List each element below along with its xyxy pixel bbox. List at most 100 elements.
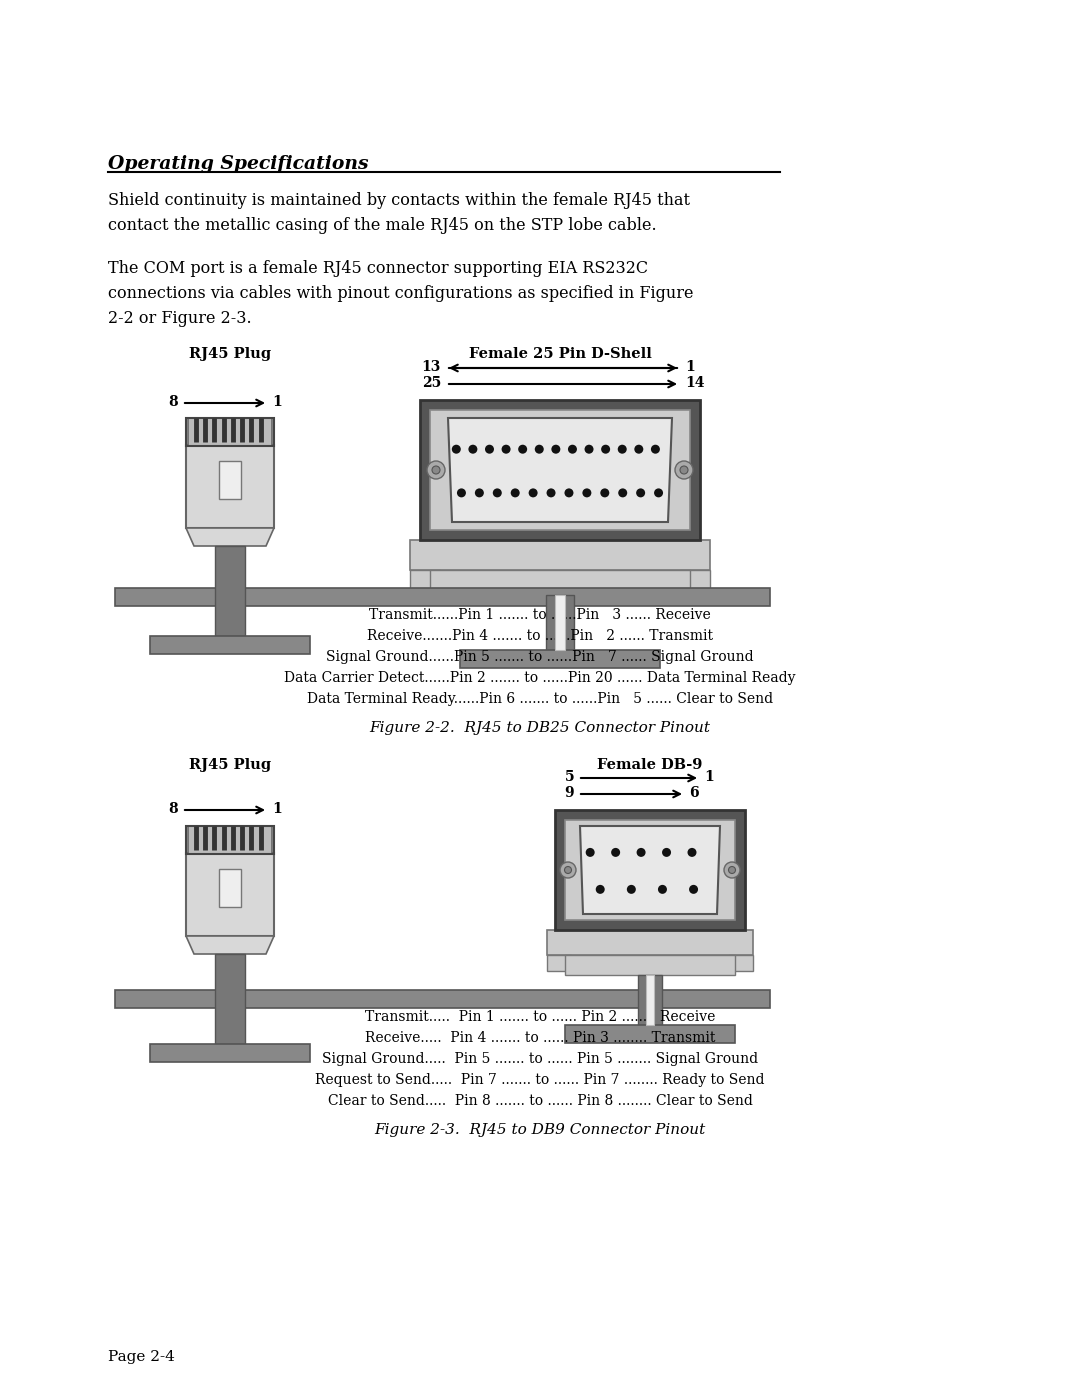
Polygon shape	[188, 418, 272, 446]
Text: 6: 6	[689, 787, 699, 800]
Polygon shape	[546, 930, 753, 956]
Polygon shape	[430, 409, 690, 529]
Text: 5: 5	[565, 770, 573, 784]
Polygon shape	[219, 869, 241, 907]
Text: Shield continuity is maintained by contacts within the female RJ45 that
contact : Shield continuity is maintained by conta…	[108, 191, 690, 233]
Circle shape	[546, 489, 555, 497]
Polygon shape	[219, 461, 241, 499]
Text: Signal Ground.....  Pin 5 ....... to ...... Pin 5 ........ Signal Ground: Signal Ground..... Pin 5 ....... to ....…	[322, 1052, 758, 1066]
Circle shape	[528, 489, 538, 497]
Polygon shape	[460, 650, 660, 668]
Text: Data Terminal Ready......Pin 6 ....... to ......Pin   5 ...... Clear to Send: Data Terminal Ready......Pin 6 ....... t…	[307, 692, 773, 705]
Text: Signal Ground......Pin 5 ....... to ......Pin   7 ...... Signal Ground: Signal Ground......Pin 5 ....... to ....…	[326, 650, 754, 664]
Circle shape	[636, 848, 646, 856]
Text: 14: 14	[685, 376, 704, 390]
Polygon shape	[410, 541, 710, 570]
Circle shape	[568, 444, 577, 454]
Text: 1: 1	[272, 395, 282, 409]
Circle shape	[475, 489, 484, 497]
Text: Figure 2-3.  RJ45 to DB9 Connector Pinout: Figure 2-3. RJ45 to DB9 Connector Pinout	[375, 1123, 705, 1137]
Polygon shape	[555, 595, 565, 650]
Text: Female 25 Pin D-Shell: Female 25 Pin D-Shell	[469, 346, 651, 360]
Polygon shape	[215, 546, 245, 636]
Text: Receive.....  Pin 4 ....... to ...... Pin 3 ........ Transmit: Receive..... Pin 4 ....... to ...... Pin…	[365, 1031, 715, 1045]
Polygon shape	[680, 570, 710, 590]
Text: Clear to Send.....  Pin 8 ....... to ...... Pin 8 ........ Clear to Send: Clear to Send..... Pin 8 ....... to ....…	[327, 1094, 753, 1108]
Text: 1: 1	[272, 802, 282, 816]
Circle shape	[561, 862, 576, 877]
Circle shape	[675, 461, 693, 479]
Circle shape	[485, 444, 494, 454]
Text: 8: 8	[168, 802, 178, 816]
Text: Page 2-4: Page 2-4	[108, 1350, 175, 1363]
Text: 13: 13	[421, 360, 441, 374]
Text: RJ45 Plug: RJ45 Plug	[189, 759, 271, 773]
Polygon shape	[580, 826, 720, 914]
Circle shape	[651, 444, 660, 454]
Circle shape	[427, 461, 445, 479]
Circle shape	[611, 848, 620, 856]
Circle shape	[689, 884, 698, 894]
Polygon shape	[555, 810, 745, 930]
Polygon shape	[186, 528, 274, 546]
Text: Data Carrier Detect......Pin 2 ....... to ......Pin 20 ...... Data Terminal Read: Data Carrier Detect......Pin 2 ....... t…	[284, 671, 796, 685]
Circle shape	[654, 489, 663, 497]
Text: Receive.......Pin 4 ....... to ......Pin   2 ...... Transmit: Receive.......Pin 4 ....... to ......Pin…	[367, 629, 713, 643]
Text: 25: 25	[422, 376, 441, 390]
Text: RJ45 Plug: RJ45 Plug	[189, 346, 271, 360]
Circle shape	[582, 489, 592, 497]
Circle shape	[658, 884, 667, 894]
Text: The COM port is a female RJ45 connector supporting EIA RS232C
connections via ca: The COM port is a female RJ45 connector …	[108, 260, 693, 327]
Circle shape	[584, 444, 594, 454]
Circle shape	[492, 489, 502, 497]
Text: 1: 1	[704, 770, 714, 784]
Polygon shape	[150, 636, 310, 654]
Circle shape	[618, 444, 626, 454]
Polygon shape	[565, 1025, 735, 1044]
Text: Request to Send.....  Pin 7 ....... to ...... Pin 7 ........ Ready to Send: Request to Send..... Pin 7 ....... to ..…	[315, 1073, 765, 1087]
Circle shape	[432, 467, 440, 474]
Circle shape	[662, 848, 671, 856]
Polygon shape	[410, 570, 440, 590]
Circle shape	[618, 489, 627, 497]
Polygon shape	[638, 975, 662, 1025]
Circle shape	[451, 444, 461, 454]
Circle shape	[501, 444, 511, 454]
Circle shape	[565, 489, 573, 497]
Circle shape	[518, 444, 527, 454]
Text: 1: 1	[685, 360, 694, 374]
Polygon shape	[186, 446, 274, 528]
Polygon shape	[186, 854, 274, 936]
Circle shape	[457, 489, 465, 497]
Circle shape	[729, 866, 735, 873]
Text: 8: 8	[168, 395, 178, 409]
Polygon shape	[565, 820, 735, 921]
Polygon shape	[420, 400, 700, 541]
Circle shape	[626, 884, 636, 894]
Circle shape	[636, 489, 645, 497]
Polygon shape	[114, 588, 770, 606]
Circle shape	[596, 884, 605, 894]
Polygon shape	[565, 956, 735, 975]
Polygon shape	[114, 990, 770, 1009]
Polygon shape	[188, 826, 272, 854]
Circle shape	[602, 444, 610, 454]
Circle shape	[680, 467, 688, 474]
Text: Operating Specifications: Operating Specifications	[108, 155, 368, 173]
Text: Transmit......Pin 1 ....... to ......Pin   3 ...... Receive: Transmit......Pin 1 ....... to ......Pin…	[369, 608, 711, 622]
Circle shape	[469, 444, 477, 454]
Circle shape	[552, 444, 561, 454]
Text: 9: 9	[565, 787, 573, 800]
Circle shape	[634, 444, 644, 454]
Circle shape	[565, 866, 571, 873]
Circle shape	[535, 444, 543, 454]
Text: Transmit.....  Pin 1 ....... to ...... Pin 2 ........ Receive: Transmit..... Pin 1 ....... to ...... Pi…	[365, 1010, 715, 1024]
Polygon shape	[546, 595, 573, 650]
Circle shape	[724, 862, 740, 877]
Polygon shape	[546, 956, 571, 971]
Circle shape	[585, 848, 595, 856]
Circle shape	[600, 489, 609, 497]
Polygon shape	[448, 418, 672, 522]
Text: Female DB-9: Female DB-9	[597, 759, 703, 773]
Circle shape	[511, 489, 519, 497]
